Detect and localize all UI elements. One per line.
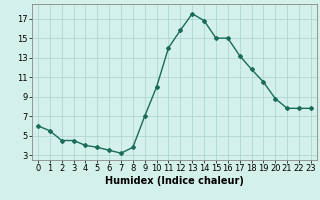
X-axis label: Humidex (Indice chaleur): Humidex (Indice chaleur) — [105, 176, 244, 186]
